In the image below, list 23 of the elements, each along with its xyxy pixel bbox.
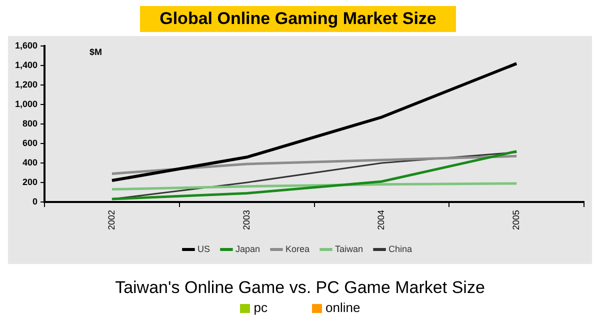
- y-tick-label: 600: [22, 138, 38, 148]
- y-tick-label: 400: [22, 157, 38, 168]
- x-tick-label: 2003: [241, 210, 252, 230]
- legend-label: Japan: [235, 244, 260, 254]
- y-tick-label: 200: [22, 176, 38, 187]
- chart-title: Global Online Gaming Market Size: [140, 6, 456, 32]
- y-tick-label: 1,600: [14, 40, 38, 50]
- legend-label: US: [197, 244, 210, 254]
- y-tick-label: 1,400: [14, 60, 38, 70]
- y-axis-title: $M: [90, 46, 102, 57]
- y-tick-label: 800: [22, 118, 38, 128]
- text: Taiwan's Online Game vs. PC Game Market Size: [114, 278, 486, 298]
- x-tick-label: 2005: [511, 210, 522, 230]
- legend-label: pc: [254, 300, 268, 315]
- y-tick-label: 1,000: [14, 98, 38, 109]
- x-tick-label: 2004: [376, 210, 386, 230]
- legend-label: Korea: [285, 244, 310, 254]
- x-tick-label: 2002: [106, 210, 116, 230]
- legend-label: online: [326, 300, 360, 315]
- legend-label: Taiwan: [335, 244, 364, 254]
- y-tick-label: 1,200: [14, 79, 38, 90]
- y-tick-label: 0: [32, 196, 38, 206]
- legend-label: China: [388, 244, 412, 254]
